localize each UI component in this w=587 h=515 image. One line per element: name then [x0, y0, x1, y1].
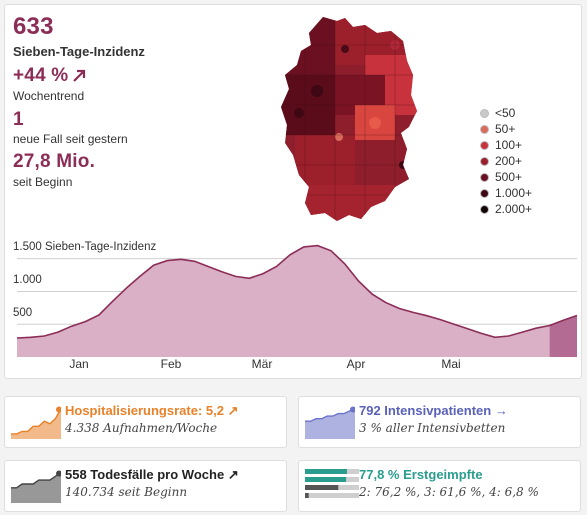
hospitalization-title: Hospitalisierungsrate: 5,2 ↗ [65, 403, 239, 418]
vaccination-bars [305, 469, 359, 498]
legend-item: 500+ [480, 169, 532, 185]
legend-label: 100+ [495, 138, 523, 152]
sparkline-dot [350, 406, 355, 413]
map-regions [281, 17, 417, 221]
incidence-value: 633 [13, 13, 54, 40]
legend-swatch [480, 124, 489, 134]
legend-swatch [480, 108, 489, 118]
legend-swatch [480, 188, 489, 198]
vaccination-bar [305, 469, 347, 474]
total-label: seit Beginn [13, 175, 73, 189]
deaths-sub: 140.734 seit Beginn [65, 485, 188, 499]
legend-item: 100+ [480, 137, 532, 153]
month-label: Mai [441, 357, 461, 371]
legend-item: 1.000+ [480, 185, 532, 201]
deaths-sparkline [11, 470, 61, 503]
month-label: Feb [160, 357, 182, 371]
legend-label: 1.000+ [495, 186, 533, 200]
map-legend: <50 50+ 100+ 200+ 500+ 1.000+ 2.000+ [480, 105, 532, 217]
legend-swatch [480, 156, 489, 166]
icu-sub: 3 % aller Intensivbetten [359, 421, 506, 435]
vaccination-bar-bg [305, 493, 359, 498]
ytick-500: 500 [13, 307, 33, 319]
hospitalization-sub: 4.338 Aufnahmen/Woche [65, 421, 218, 435]
hospitalization-sparkline [11, 406, 61, 439]
legend-item: 200+ [480, 153, 532, 169]
sparkline-line [11, 408, 61, 435]
month-label: Mär [251, 357, 273, 371]
incidence-chart [16, 244, 578, 357]
deaths-card[interactable]: 558 Todesfälle pro Woche ↗ 140.734 seit … [4, 460, 287, 512]
icu-sparkline [305, 406, 355, 439]
vaccination-card[interactable]: 77,8 % Erstgeimpfte 2: 76,2 %, 3: 61,6 %… [298, 460, 581, 512]
incidence-area-recent [549, 315, 577, 357]
germany-map[interactable] [275, 15, 425, 225]
total-value: 27,8 Mio. [13, 151, 96, 172]
sparkline-line [305, 407, 355, 422]
legend-label: <50 [495, 106, 516, 120]
icu-title: 792 Intensivpatienten → [359, 403, 508, 418]
vaccination-bar [305, 485, 339, 490]
legend-swatch [480, 204, 489, 214]
sparkline-area [305, 408, 355, 439]
sparkline-area [11, 408, 61, 439]
sparkline-line [11, 471, 61, 489]
legend-swatch [480, 140, 489, 150]
incidence-line [16, 244, 578, 339]
incidence-card: 633 Sieben-Tage-Inzidenz +44 % Wochentre… [4, 4, 582, 379]
trend-value-text: +44 % [13, 65, 69, 86]
arrow-up-right-icon: ↗ [227, 467, 239, 482]
icu-card[interactable]: 792 Intensivpatienten → 3 % aller Intens… [298, 396, 581, 448]
vaccination-sub: 2: 76,2 %, 3: 61,6 %, 4: 6,8 % [359, 485, 539, 499]
legend-label: 200+ [495, 154, 523, 168]
vaccination-title: 77,8 % Erstgeimpfte [359, 467, 483, 482]
ytick-1000: 1.000 [13, 274, 42, 286]
legend-item: 2.000+ [480, 201, 532, 217]
legend-label: 500+ [495, 170, 523, 184]
new-cases-label: neue Fall seit gestern [13, 132, 128, 146]
deaths-title: 558 Todesfälle pro Woche ↗ [65, 467, 239, 482]
legend-item: 50+ [480, 121, 532, 137]
sparkline-dot [56, 406, 61, 413]
arrow-up-right-icon: ↗ [227, 403, 239, 418]
trend-value: +44 % [13, 65, 87, 87]
new-cases-value: 1 [13, 109, 24, 130]
month-label: Jan [69, 357, 89, 371]
incidence-label: Sieben-Tage-Inzidenz [13, 44, 145, 59]
incidence-area [17, 245, 577, 357]
legend-label: 50+ [495, 122, 516, 136]
ytick-1500: 1.500 Sieben-Tage-Inzidenz [13, 241, 157, 253]
arrow-right-icon: → [494, 403, 508, 418]
vaccination-bar [305, 477, 347, 482]
legend-label: 2.000+ [495, 202, 533, 216]
sparkline-dot [56, 470, 61, 477]
vaccination-bar [305, 493, 309, 498]
legend-swatch [480, 172, 489, 182]
trend-label: Wochentrend [13, 89, 85, 103]
arrow-up-right-icon [73, 69, 86, 82]
hospitalization-card[interactable]: Hospitalisierungsrate: 5,2 ↗ 4.338 Aufna… [4, 396, 287, 448]
legend-item: <50 [480, 105, 532, 121]
month-label: Apr [346, 357, 366, 371]
